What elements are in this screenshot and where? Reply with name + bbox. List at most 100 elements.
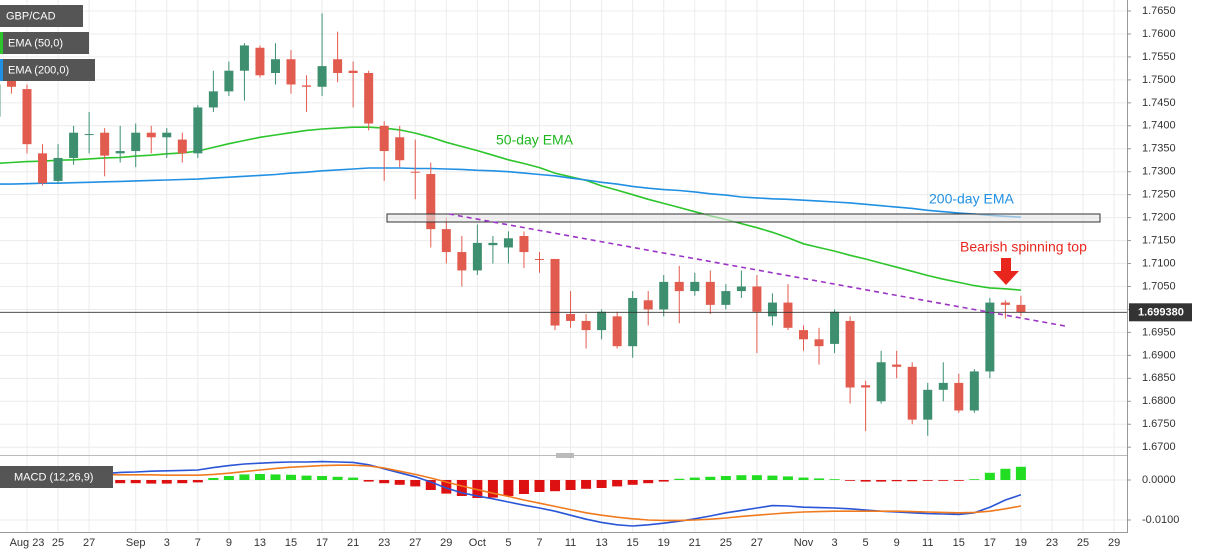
- legend: GBP/CAD EMA (50,0) EMA (200,0) MACD (12,…: [0, 5, 113, 488]
- x-tick-label: 7: [195, 537, 201, 549]
- x-tick-label: 11: [922, 537, 933, 549]
- macd-line: [0, 460, 1022, 527]
- candle-body: [193, 107, 203, 154]
- axes: 1.6700 1.6750 1.6800 1.6850 1.6900 1.6950 1.70…: [0, 0, 1192, 549]
- candle-body: [674, 281, 684, 292]
- y-tick-label: 1.6900: [1142, 349, 1176, 361]
- histogram-bar: [223, 476, 234, 480]
- candle-body: [550, 258, 560, 326]
- arrow-shaft: [1001, 258, 1011, 272]
- y-tick-label: 1.7200: [1142, 212, 1176, 224]
- histogram-bar: [115, 480, 126, 484]
- histogram-bar: [565, 480, 576, 490]
- legend-chip[interactable]: [0, 5, 83, 27]
- grid: [0, 0, 1127, 532]
- x-tick-label: 5: [863, 537, 869, 549]
- y-tick-label: 1.6800: [1142, 395, 1176, 407]
- candle-body: [799, 330, 808, 340]
- histogram-bar: [270, 474, 281, 480]
- legend-chip[interactable]: [0, 32, 89, 54]
- candle-body: [115, 151, 125, 154]
- candle-body: [643, 300, 653, 310]
- y-tick-label: 1.7250: [1142, 189, 1176, 201]
- histogram-bar: [705, 476, 716, 480]
- x-tick-label: 9: [226, 537, 232, 549]
- histogram-bar: [751, 475, 762, 480]
- candle-body: [705, 281, 715, 305]
- histogram-bar: [891, 480, 902, 482]
- histogram-bar: [596, 480, 607, 488]
- resistance-zone: [386, 213, 1101, 223]
- x-tick-label: 25: [720, 537, 732, 549]
- histogram-bar: [782, 476, 793, 480]
- y-tick-label: 1.7500: [1142, 74, 1176, 86]
- histogram-bar: [317, 476, 328, 480]
- x-tick-label: 27: [83, 537, 95, 549]
- legend-chip[interactable]: [0, 466, 113, 488]
- candle-body: [270, 59, 280, 74]
- histogram-bar: [1015, 466, 1026, 480]
- x-tick-label: 25: [52, 537, 64, 549]
- resize-handle[interactable]: [556, 453, 574, 458]
- candle-body: [985, 302, 995, 372]
- x-tick-label: 27: [751, 537, 763, 549]
- candle-body: [100, 132, 110, 156]
- candle-body: [938, 382, 948, 390]
- x-tick-label: 17: [984, 537, 996, 549]
- histogram-bar: [534, 480, 545, 492]
- candle-body: [519, 235, 529, 253]
- histogram-bar: [829, 479, 840, 480]
- price-panel: [0, 13, 1127, 436]
- x-tick-label: 23: [1046, 537, 1058, 549]
- candle-body: [348, 70, 358, 74]
- candle-body: [814, 339, 824, 347]
- y-tick-label: 1.6850: [1142, 372, 1176, 384]
- x-tick-label: 7: [536, 537, 542, 549]
- y-tick-label: -0.0100: [1142, 514, 1179, 526]
- y-tick-label: 1.7100: [1142, 257, 1176, 269]
- annotation: 200-day EMA: [929, 191, 1014, 207]
- candle-body: [224, 70, 234, 92]
- histogram-bar: [798, 477, 809, 480]
- y-tick-label: 1.6950: [1142, 326, 1176, 338]
- ema-line: [0, 126, 1021, 291]
- x-tick-label: 27: [409, 537, 421, 549]
- histogram-bar: [689, 477, 700, 480]
- legend-chip[interactable]: [0, 59, 95, 81]
- candle-body: [892, 364, 902, 367]
- x-tick-label: 21: [689, 537, 701, 549]
- candle-body: [22, 89, 32, 145]
- candle-body: [379, 125, 389, 152]
- histogram-bar: [208, 478, 219, 480]
- y-tick-label: 1.7300: [1142, 166, 1176, 178]
- x-tick-label: 3: [831, 537, 837, 549]
- candle-body: [1016, 304, 1026, 313]
- y-tick-label: 1.6700: [1142, 441, 1176, 453]
- candle-body: [146, 132, 156, 138]
- x-tick-label: 29: [1108, 537, 1120, 549]
- candle-body: [177, 139, 187, 154]
- histogram-bar: [922, 480, 933, 481]
- candle-body: [752, 286, 762, 312]
- x-tick-label: 5: [505, 537, 511, 549]
- x-tick-label: 23: [378, 537, 390, 549]
- candle-body: [566, 314, 576, 321]
- histogram-bar: [581, 480, 592, 489]
- candle-body: [162, 132, 172, 138]
- x-tick-label: 13: [595, 537, 607, 549]
- candle-body: [302, 85, 312, 87]
- candle-body: [364, 73, 374, 124]
- candle-body: [907, 366, 917, 420]
- candle-body: [472, 242, 482, 271]
- candle-body: [721, 291, 731, 305]
- x-tick-label: 15: [627, 537, 639, 549]
- histogram-bar: [845, 480, 856, 481]
- candle-body: [255, 47, 265, 76]
- histogram-bar: [254, 474, 265, 480]
- candle-body: [923, 389, 933, 420]
- candle-body: [659, 281, 669, 310]
- histogram-bar: [612, 480, 623, 487]
- candle-body: [830, 311, 840, 344]
- histogram-bar: [860, 480, 871, 482]
- arrow: [993, 258, 1019, 285]
